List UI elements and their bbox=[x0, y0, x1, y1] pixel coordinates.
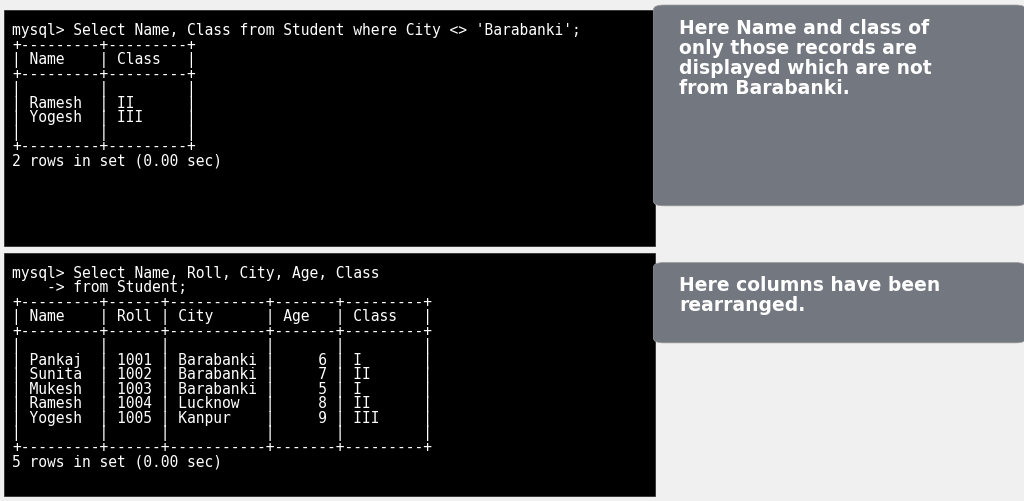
FancyBboxPatch shape bbox=[4, 253, 655, 496]
Text: +---------+------+-----------+-------+---------+: +---------+------+-----------+-------+--… bbox=[12, 439, 432, 454]
Text: |         |      |           |       |         |: | | | | | | bbox=[12, 424, 432, 440]
Text: 5 rows in set (0.00 sec): 5 rows in set (0.00 sec) bbox=[12, 453, 222, 468]
Text: rearranged.: rearranged. bbox=[679, 296, 805, 315]
Text: | Name    | Roll | City      | Age   | Class   |: | Name | Roll | City | Age | Class | bbox=[12, 309, 432, 325]
Text: |         |         |: | | | bbox=[12, 81, 196, 97]
FancyBboxPatch shape bbox=[653, 263, 1024, 343]
Text: | Name    | Class   |: | Name | Class | bbox=[12, 52, 196, 68]
Text: from Barabanki.: from Barabanki. bbox=[679, 79, 850, 98]
Text: | Mukesh  | 1003 | Barabanki |     5 | I       |: | Mukesh | 1003 | Barabanki | 5 | I | bbox=[12, 381, 432, 397]
Text: | Ramesh  | 1004 | Lucknow   |     8 | II      |: | Ramesh | 1004 | Lucknow | 8 | II | bbox=[12, 395, 432, 411]
Text: mysql> Select Name, Class from Student where City <> 'Barabanki';: mysql> Select Name, Class from Student w… bbox=[12, 23, 581, 38]
FancyBboxPatch shape bbox=[4, 11, 655, 246]
Text: 2 rows in set (0.00 sec): 2 rows in set (0.00 sec) bbox=[12, 153, 222, 168]
Text: | Sunita  | 1002 | Barabanki |     7 | II      |: | Sunita | 1002 | Barabanki | 7 | II | bbox=[12, 366, 432, 382]
Text: -> from Student;: -> from Student; bbox=[12, 280, 187, 295]
Text: | Ramesh  | II      |: | Ramesh | II | bbox=[12, 96, 196, 112]
FancyBboxPatch shape bbox=[653, 6, 1024, 206]
Text: +---------+---------+: +---------+---------+ bbox=[12, 38, 196, 53]
Text: displayed which are not: displayed which are not bbox=[679, 59, 932, 78]
Text: | Pankaj  | 1001 | Barabanki |     6 | I       |: | Pankaj | 1001 | Barabanki | 6 | I | bbox=[12, 352, 432, 368]
Text: only those records are: only those records are bbox=[679, 39, 916, 58]
Text: |         |         |: | | | bbox=[12, 124, 196, 140]
Text: |         |      |           |       |         |: | | | | | | bbox=[12, 338, 432, 354]
Text: +---------+------+-----------+-------+---------+: +---------+------+-----------+-------+--… bbox=[12, 294, 432, 309]
Text: | Yogesh  | 1005 | Kanpur    |     9 | III     |: | Yogesh | 1005 | Kanpur | 9 | III | bbox=[12, 410, 432, 426]
Text: +---------+---------+: +---------+---------+ bbox=[12, 139, 196, 154]
Text: Here columns have been: Here columns have been bbox=[679, 276, 940, 295]
Text: mysql> Select Name, Roll, City, Age, Class: mysql> Select Name, Roll, City, Age, Cla… bbox=[12, 265, 380, 280]
Text: +---------+------+-----------+-------+---------+: +---------+------+-----------+-------+--… bbox=[12, 323, 432, 338]
Text: +---------+---------+: +---------+---------+ bbox=[12, 67, 196, 82]
Text: | Yogesh  | III     |: | Yogesh | III | bbox=[12, 110, 196, 126]
Text: Here Name and class of: Here Name and class of bbox=[679, 19, 929, 38]
